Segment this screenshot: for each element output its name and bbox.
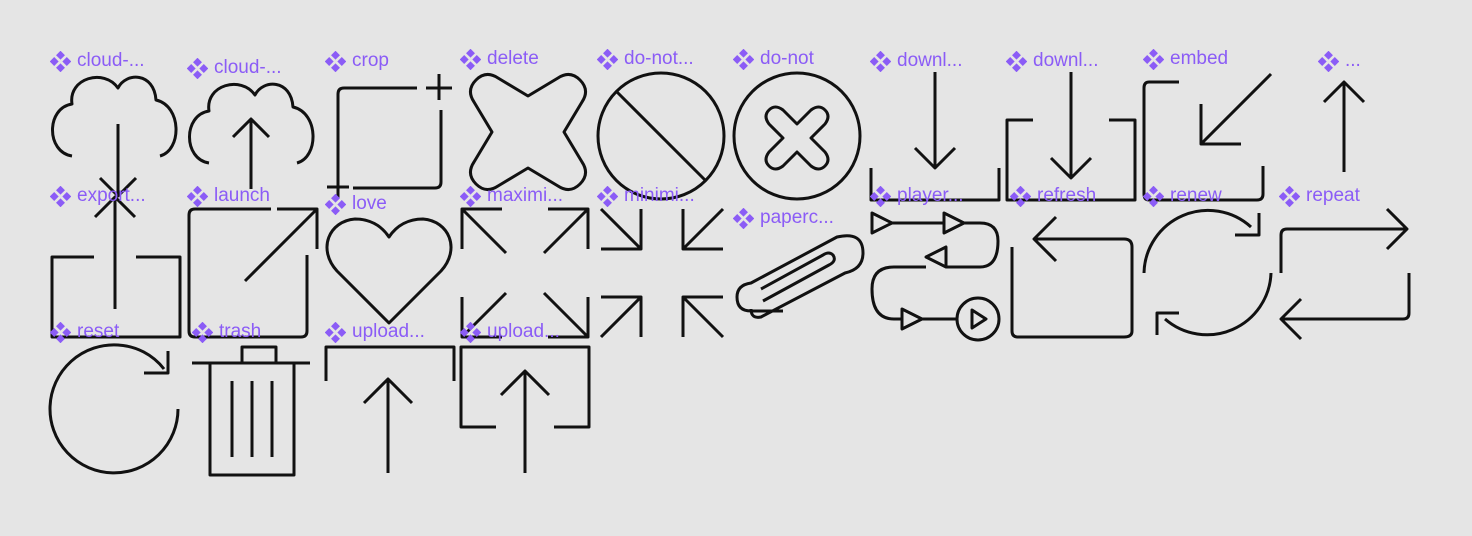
component-label: reset bbox=[77, 321, 120, 342]
component-label: do-not bbox=[760, 48, 814, 69]
trash-component[interactable]: trash bbox=[192, 321, 328, 477]
crop-component[interactable]: crop bbox=[325, 50, 461, 198]
launch-component[interactable]: launch bbox=[187, 185, 323, 339]
download-tray-component[interactable]: downl... bbox=[1005, 50, 1142, 202]
delete-icon bbox=[469, 73, 587, 191]
component-label: downl... bbox=[897, 50, 963, 71]
renew-component[interactable]: renew bbox=[1142, 185, 1279, 337]
paperclip-component[interactable]: paperc... bbox=[733, 207, 869, 343]
component-label: do-not... bbox=[624, 48, 694, 69]
component-label: renew bbox=[1170, 185, 1222, 206]
component-icon bbox=[597, 185, 618, 207]
maximize-component[interactable]: maximi... bbox=[460, 185, 596, 339]
repeat-icon bbox=[1279, 207, 1411, 341]
cloud-download-component[interactable]: cloud-... bbox=[50, 50, 186, 198]
component-icon bbox=[733, 207, 754, 229]
component-icon bbox=[460, 321, 481, 343]
component-label: minimi... bbox=[624, 185, 695, 206]
component-icon bbox=[870, 185, 891, 207]
component-icon bbox=[460, 185, 481, 207]
cloud-download-icon bbox=[51, 75, 178, 198]
arrow-up-icon bbox=[1322, 80, 1366, 172]
component-icon bbox=[1143, 185, 1164, 207]
do-not-alt-icon bbox=[596, 71, 726, 201]
component-label: paperc... bbox=[760, 207, 834, 228]
love-icon bbox=[325, 217, 453, 325]
paperclip-icon bbox=[735, 234, 865, 319]
component-label: love bbox=[352, 193, 387, 214]
upload-simple-icon bbox=[324, 345, 456, 473]
minimize-icon bbox=[599, 207, 725, 339]
component-label: cloud-... bbox=[214, 57, 282, 78]
component-label: crop bbox=[352, 50, 389, 71]
maximize-icon bbox=[460, 207, 590, 339]
download-simple-component[interactable]: downl... bbox=[869, 50, 1006, 202]
reset-component[interactable]: reset bbox=[48, 321, 186, 475]
refresh-icon bbox=[1010, 215, 1134, 339]
component-label: launch bbox=[214, 185, 270, 206]
cloud-upload-icon bbox=[188, 82, 315, 189]
component-label: upload... bbox=[487, 321, 560, 342]
component-icon bbox=[187, 185, 208, 207]
component-icon bbox=[733, 48, 754, 70]
component-icon bbox=[50, 185, 71, 207]
component-icon bbox=[187, 57, 208, 79]
upload-tray-component[interactable]: upload... bbox=[459, 321, 596, 473]
reset-icon bbox=[48, 343, 180, 475]
upload-tray-icon bbox=[459, 345, 591, 473]
export-icon bbox=[50, 195, 182, 339]
embed-component[interactable]: embed bbox=[1142, 48, 1279, 202]
component-label: trash bbox=[219, 321, 262, 342]
component-icon bbox=[870, 50, 891, 72]
component-label: refresh bbox=[1037, 185, 1097, 206]
component-icon bbox=[325, 321, 346, 343]
component-icon bbox=[1006, 50, 1027, 72]
do-not-component[interactable]: do-not bbox=[732, 48, 869, 201]
component-label: delete bbox=[487, 48, 539, 69]
arrow-up-component[interactable]: ... bbox=[1318, 50, 1454, 186]
renew-icon bbox=[1142, 208, 1273, 337]
repeat-component[interactable]: repeat bbox=[1279, 185, 1415, 341]
component-icon bbox=[1010, 185, 1031, 207]
launch-icon bbox=[187, 207, 319, 339]
export-component[interactable]: export... bbox=[50, 185, 186, 339]
component-label: embed bbox=[1170, 48, 1229, 69]
component-icon bbox=[325, 193, 346, 215]
minimize-component[interactable]: minimi... bbox=[597, 185, 733, 339]
crop-icon bbox=[327, 74, 452, 198]
refresh-component[interactable]: refresh bbox=[1010, 185, 1146, 339]
love-component[interactable]: love bbox=[325, 193, 461, 329]
component-label: player... bbox=[897, 185, 964, 206]
cloud-upload-component[interactable]: cloud-... bbox=[187, 57, 323, 193]
component-icon bbox=[1143, 48, 1164, 70]
component-icon bbox=[192, 321, 213, 343]
component-icon bbox=[325, 50, 346, 72]
component-icon bbox=[460, 48, 481, 70]
do-not-alt-component[interactable]: do-not... bbox=[596, 48, 733, 201]
component-label: cloud-... bbox=[77, 50, 145, 71]
trash-icon bbox=[192, 345, 310, 477]
playerflow-icon bbox=[870, 211, 1001, 342]
upload-simple-component[interactable]: upload... bbox=[324, 321, 461, 473]
component-icon bbox=[50, 50, 71, 72]
component-icon bbox=[50, 321, 71, 343]
component-icon bbox=[1318, 50, 1339, 72]
delete-component[interactable]: delete bbox=[460, 48, 596, 191]
download-simple-icon bbox=[869, 72, 1001, 202]
component-label: downl... bbox=[1033, 50, 1099, 71]
component-icon bbox=[1279, 185, 1300, 207]
component-label: maximi... bbox=[487, 185, 563, 206]
component-label: upload... bbox=[352, 321, 425, 342]
component-label: export... bbox=[77, 185, 146, 206]
download-tray-icon bbox=[1005, 72, 1137, 202]
component-label: repeat bbox=[1306, 185, 1360, 206]
playerflow-component[interactable]: player... bbox=[870, 185, 1006, 342]
component-label: ... bbox=[1345, 50, 1361, 71]
do-not-icon bbox=[732, 71, 862, 201]
component-icon bbox=[597, 48, 618, 70]
